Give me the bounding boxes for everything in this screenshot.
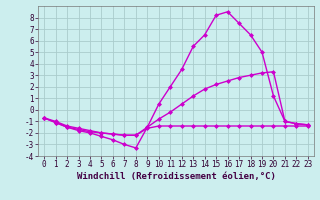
X-axis label: Windchill (Refroidissement éolien,°C): Windchill (Refroidissement éolien,°C) xyxy=(76,172,276,181)
